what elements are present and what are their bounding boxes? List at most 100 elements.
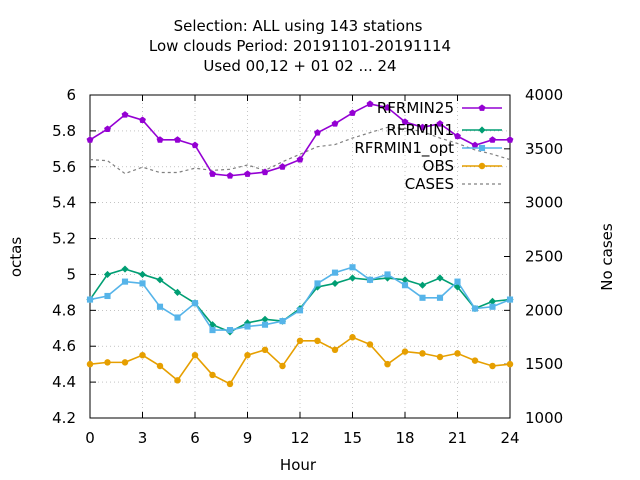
data-point (103, 270, 112, 279)
data-point (331, 279, 339, 288)
data-point (121, 278, 129, 285)
data-point (191, 351, 199, 359)
data-point (104, 292, 111, 300)
data-point (244, 351, 251, 359)
y2-axis-label: No cases (598, 223, 616, 291)
data-point (488, 297, 497, 305)
data-point (86, 296, 94, 303)
data-point (138, 270, 147, 279)
data-point (314, 337, 321, 345)
y-tick-label: 6 (66, 86, 76, 104)
data-point (244, 323, 251, 330)
y-tick-label: 4.4 (52, 373, 76, 391)
data-point (489, 136, 496, 143)
data-point (478, 104, 486, 111)
data-point (86, 136, 94, 143)
x-tick-label: 9 (243, 429, 253, 447)
legend-label: RFRMIN1 (386, 121, 454, 139)
series-line (89, 336, 511, 385)
y2-tick-label: 1000 (525, 409, 563, 427)
data-point (506, 360, 514, 368)
legend-label: CASES (405, 175, 454, 193)
data-point (279, 163, 286, 170)
data-point (156, 303, 164, 310)
data-point (209, 170, 216, 177)
legend-entry: RFRMIN1_opt (354, 139, 502, 158)
data-point (261, 346, 269, 354)
data-point (348, 274, 357, 282)
data-point (331, 269, 339, 276)
data-point (139, 280, 146, 287)
data-point (401, 276, 409, 284)
y-tick-label: 4.8 (52, 301, 76, 319)
data-point (401, 118, 409, 125)
data-point (226, 327, 234, 334)
data-point (436, 120, 444, 127)
data-point (314, 280, 321, 287)
data-point (366, 100, 374, 107)
data-point (454, 132, 461, 140)
data-point (139, 116, 146, 124)
data-point (174, 377, 181, 384)
data-point (139, 351, 146, 359)
y2-tick-label: 3500 (525, 140, 563, 158)
data-point (261, 315, 269, 323)
series-line (89, 266, 511, 331)
y2-tick-label: 4000 (525, 86, 563, 104)
data-point (489, 362, 496, 370)
data-point (331, 120, 339, 127)
legend-label: RFRMIN25 (377, 99, 454, 117)
data-point (261, 321, 269, 328)
series-rfrmin25 (86, 100, 514, 179)
legend-entry: RFRMIN25 (377, 99, 502, 117)
data-point (471, 305, 479, 312)
data-point (384, 271, 391, 278)
data-point (366, 341, 374, 348)
series-layer (86, 100, 514, 388)
y-tick-label: 4.2 (52, 409, 76, 427)
data-point (104, 125, 111, 133)
legend-entry: OBS (423, 157, 502, 175)
data-point (296, 156, 304, 163)
data-point (489, 303, 496, 310)
data-point (478, 144, 486, 152)
title-line-2: Low clouds Period: 20191101-20191114 (149, 37, 451, 55)
data-point (121, 359, 129, 366)
series-rfrmin1-opt (86, 264, 514, 334)
y2-tick-label: 1500 (525, 355, 563, 373)
legend-label: OBS (423, 157, 454, 175)
data-point (314, 129, 321, 136)
data-point (104, 359, 111, 366)
x-tick-label: 21 (448, 429, 467, 447)
data-point (401, 348, 409, 355)
data-point (226, 380, 234, 388)
data-point (209, 327, 216, 334)
x-axis-label: Hour (280, 456, 317, 474)
y2-tick-label: 2500 (525, 248, 563, 266)
data-point (226, 172, 234, 179)
data-point (349, 334, 356, 341)
data-point (243, 319, 252, 327)
data-point (419, 350, 426, 357)
y-tick-label: 5.8 (52, 122, 76, 140)
data-point (191, 300, 199, 307)
data-point (244, 170, 251, 177)
y-axis-label: octas (7, 237, 25, 277)
data-point (471, 141, 479, 149)
series-cases (89, 126, 511, 175)
data-point (156, 362, 164, 370)
y-tick-label: 5.2 (52, 230, 76, 248)
data-point (156, 136, 164, 143)
data-point (419, 294, 426, 301)
data-point (86, 360, 94, 368)
data-point (349, 109, 356, 116)
title-line-1: Selection: ALL using 143 stations (174, 17, 423, 35)
data-point (209, 371, 216, 379)
title-line-3: Used 00,12 + 01 02 ... 24 (203, 57, 396, 75)
data-point (156, 276, 164, 284)
data-point (279, 362, 286, 370)
data-point (454, 350, 461, 357)
legend-label: RFRMIN1_opt (354, 139, 454, 158)
